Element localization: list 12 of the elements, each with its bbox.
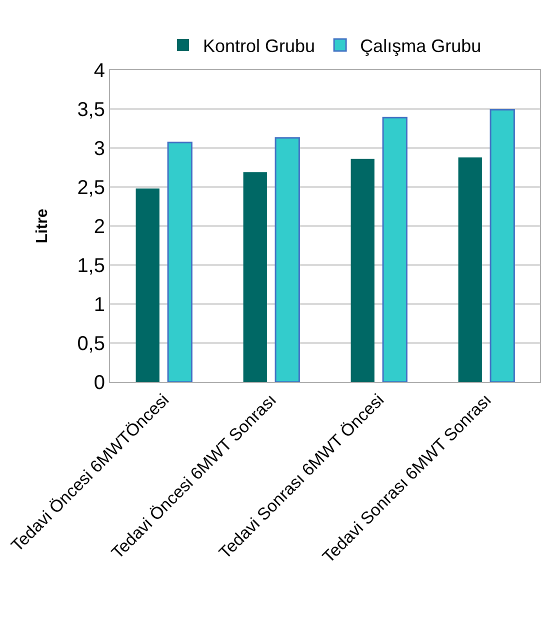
y-tick-label: 1,5 [77,255,105,277]
y-tick-label: 4 [94,60,105,82]
y-tick-label: 2,5 [77,177,105,199]
legend-label: Kontrol Grubu [203,36,316,56]
y-tick-label: 3,5 [77,99,105,121]
y-tick-label: 0 [94,372,105,394]
y-tick-label: 2 [94,216,105,238]
y-tick-label: 3 [94,138,105,160]
y-axis-title: Litre [34,208,52,244]
legend-label: Çalışma Grubu [360,36,482,56]
y-tick-label: 1 [94,294,105,316]
y-tick-label: 0,5 [77,333,105,355]
